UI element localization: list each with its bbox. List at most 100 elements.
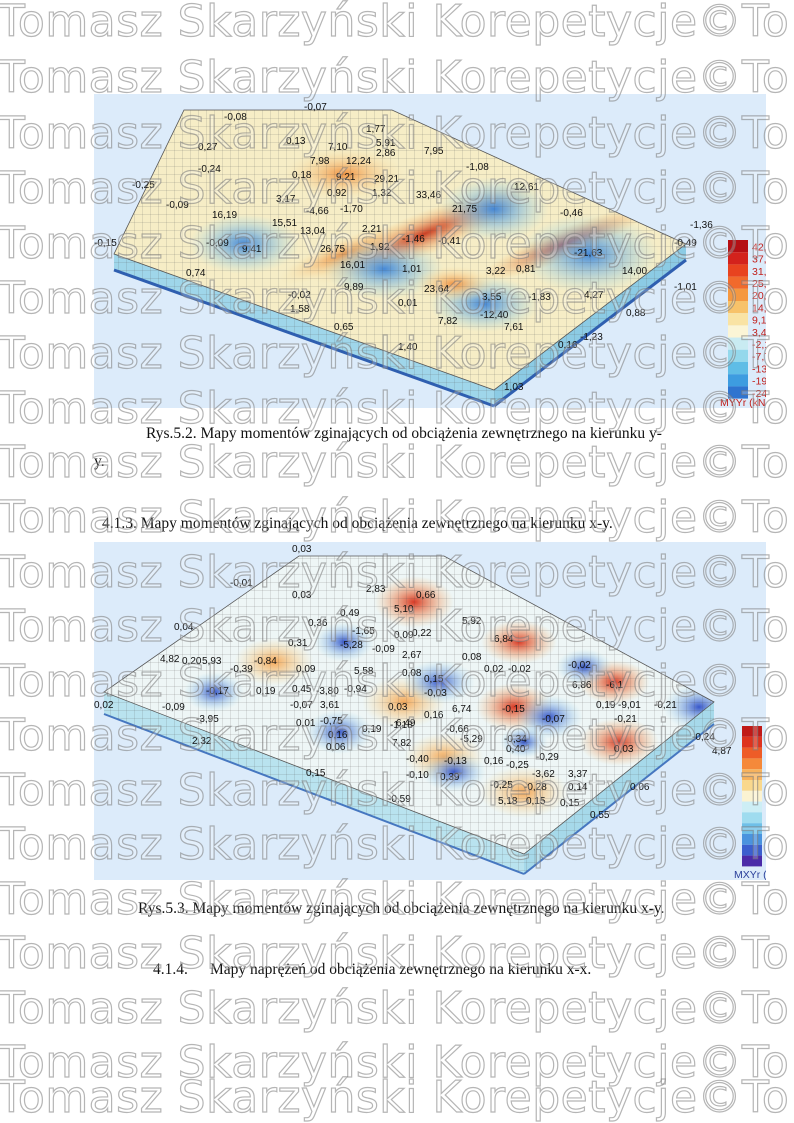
moment-map-mxy-figure: 7,827,756,204,653,101,550,0-1,55-3,10-4,… (94, 542, 766, 880)
value-label: -0,09 (162, 702, 185, 713)
value-label: -0,25 (132, 180, 155, 191)
legend-value: -2,15 (752, 339, 766, 351)
value-label: 0,88 (626, 308, 646, 319)
figure-caption-5-2: Rys.5.2. Mapy momentów zginających od ob… (146, 425, 662, 442)
figure-caption-5-2-continuation: y. (94, 453, 105, 470)
legend-swatch (742, 823, 762, 834)
value-label: 0,03 (614, 744, 634, 755)
value-label: 2,67 (402, 650, 422, 661)
value-label: 4,82 (160, 654, 180, 665)
value-label: 0,14 (568, 782, 588, 793)
value-label: 16,19 (212, 210, 237, 221)
value-label: 6,74 (452, 704, 472, 715)
value-label: -1,18 (390, 720, 413, 731)
value-label: -1,70 (340, 204, 363, 215)
value-label: 21,75 (452, 204, 477, 215)
value-label: 26,75 (320, 244, 345, 255)
value-label: 7,95 (424, 146, 444, 157)
slab-outline (113, 109, 687, 391)
value-label: -0,41 (438, 236, 461, 247)
value-label: -0,84 (254, 656, 277, 667)
legend-swatch (742, 747, 762, 759)
value-label: 6,84 (494, 634, 514, 645)
value-label: -0,02 (288, 290, 311, 301)
value-label: -4,66 (306, 206, 329, 217)
value-label: 7,10 (328, 142, 348, 153)
value-label: 0,40 (506, 744, 526, 755)
value-label: 0,16 (424, 710, 444, 721)
value-label: 5,10 (394, 604, 414, 615)
value-label: -0,29 (536, 752, 559, 763)
value-label: 12,61 (514, 182, 539, 193)
value-label: -0,09 (372, 644, 395, 655)
slab-outline (103, 555, 715, 855)
value-label: 0,09 (296, 664, 316, 675)
value-label: 0,22 (412, 628, 432, 639)
value-label: 0,15 (306, 768, 326, 779)
legend-value: 25,99 (752, 278, 766, 290)
legend-swatch (728, 349, 748, 362)
value-label: -0,02 (508, 664, 531, 675)
value-label: 6,86 (572, 680, 592, 691)
value-label: -0,13 (444, 756, 467, 767)
value-label: 0,03 (292, 590, 312, 601)
value-label: 29,21 (374, 174, 399, 185)
legend-value: 31,61 (752, 266, 766, 278)
value-label: 1,01 (402, 264, 422, 275)
value-label: 2,83 (366, 584, 386, 595)
value-label: 5,92 (462, 616, 482, 627)
value-label: 0,03 (292, 544, 312, 555)
value-label: 1,32 (372, 188, 392, 199)
value-label: -0,15 (502, 704, 525, 715)
value-label: 0,27 (198, 142, 218, 153)
value-label: -12,40 (480, 310, 509, 321)
legend-swatch (742, 834, 762, 845)
value-label: -0,08 (224, 112, 247, 123)
value-label: 0,01 (296, 718, 316, 729)
value-label: 4,87 (712, 746, 732, 757)
value-label: 9,89 (344, 282, 364, 293)
value-label: 9,21 (336, 172, 356, 183)
value-label: 0,16 (558, 340, 578, 351)
value-label: -1,08 (466, 162, 489, 173)
value-label: 0,36 (308, 618, 328, 629)
value-label: 23,64 (424, 284, 449, 295)
value-label: 0,13 (286, 136, 306, 147)
value-label: -0,94 (344, 684, 367, 695)
value-label: -0,24 (198, 164, 221, 175)
value-label: 0,16 (328, 730, 348, 741)
value-label: -0,03 (424, 688, 447, 699)
legend-swatch (728, 252, 748, 265)
value-label: 4,27 (584, 290, 604, 301)
figure-caption-5-3: Rys.5.3. Mapy momentów zginających od ob… (138, 900, 665, 917)
value-label: -0,09 (166, 200, 189, 211)
value-label: -0,21 (614, 714, 637, 725)
value-label: 1,77 (366, 124, 386, 135)
value-label: -0,17 (206, 686, 229, 697)
legend-swatch (742, 812, 762, 824)
watermark-text: Tomasz Skarzyński Korepetycje©To (0, 0, 790, 48)
legend-swatch (728, 362, 748, 375)
value-label: -0,10 (406, 770, 429, 781)
value-label: -1,83 (528, 292, 551, 303)
value-label: -6,1 (606, 680, 624, 691)
value-label: 0,03 (388, 702, 408, 713)
value-label: -1,36 (690, 220, 713, 231)
slab-side-faces (113, 244, 687, 408)
value-label: -0,59 (388, 794, 411, 805)
value-label: -0,34 (504, 734, 527, 745)
value-label: -21,63 (574, 248, 603, 259)
legend-swatch (728, 276, 748, 289)
section-heading-4-1-4-title: Mapy naprężeń od obciążenia zewnętrznego… (210, 961, 592, 978)
value-label: 0,39 (440, 772, 460, 783)
value-label: 7,82 (392, 738, 412, 749)
value-label: 1,03 (504, 382, 524, 393)
legend-value: 37,24 (752, 254, 766, 266)
legend-swatch (728, 337, 748, 350)
value-label: -3,80 (316, 686, 339, 697)
legend-value: 14,73 (752, 302, 766, 314)
moment-map-mxy: 7,827,756,204,653,101,550,0-1,55-3,10-4,… (94, 542, 766, 880)
legend-swatch (742, 758, 762, 770)
value-label: -0,07 (542, 714, 565, 725)
value-label: 14,00 (622, 266, 647, 277)
